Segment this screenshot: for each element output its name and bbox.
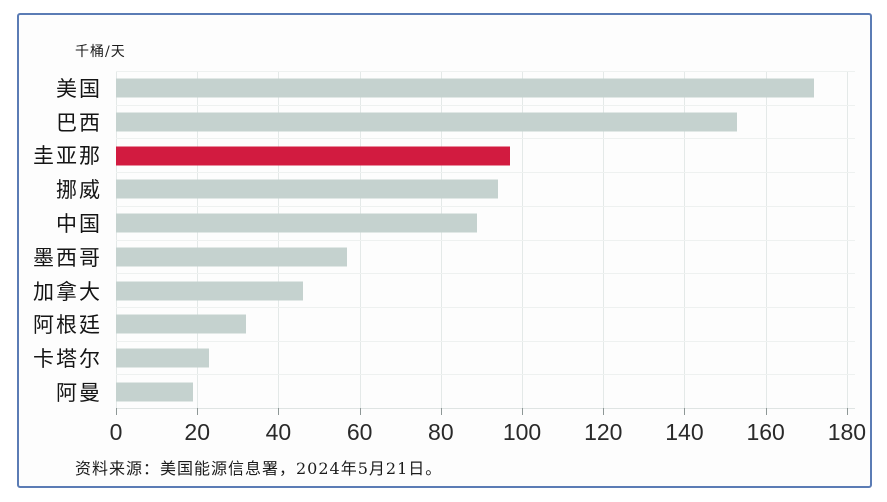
category-label: 中国 <box>56 212 102 237</box>
x-axis-tick <box>116 408 117 415</box>
x-axis-tick-label: 140 <box>665 419 704 445</box>
bar-row <box>116 340 855 375</box>
bar-row <box>116 239 855 274</box>
axis-unit-label: 千桶/天 <box>75 44 126 60</box>
x-axis-tick <box>603 408 605 415</box>
category-label: 卡塔尔 <box>33 347 102 372</box>
bar-row <box>116 71 855 105</box>
x-axis-tick <box>278 408 280 415</box>
bar-row <box>116 374 855 408</box>
x-axis-tick <box>846 408 848 415</box>
bar-row <box>116 104 855 139</box>
vertical-gridline <box>359 71 361 408</box>
chart-frame: 千桶/天 美国巴西圭亚那挪威中国墨西哥加拿大阿根廷卡塔尔阿曼 0 20 40 60 80… <box>17 13 872 488</box>
x-axis-tick-label: 20 <box>184 419 210 445</box>
source-note: 资料来源：美国能源信息署，2024年5月21日。 <box>75 459 443 478</box>
category-label-row: 圭亚那 <box>19 139 111 173</box>
bar-row <box>116 172 855 206</box>
category-label: 挪威 <box>56 178 102 203</box>
vertical-gridline <box>440 71 442 408</box>
bar <box>116 213 478 233</box>
bar-row <box>116 306 855 341</box>
x-axis-tick-labels: 0 20 40 60 80 100 120 140 160 180 <box>110 419 866 449</box>
category-label: 巴西 <box>56 110 102 135</box>
x-axis-tick-label: 80 <box>428 419 454 445</box>
bar-row <box>116 138 855 172</box>
category-label-row: 挪威 <box>19 172 111 206</box>
x-axis-tick <box>522 408 524 415</box>
bar-rows <box>116 71 855 408</box>
bar <box>116 78 815 98</box>
category-axis: 美国巴西圭亚那挪威中国墨西哥加拿大阿根廷卡塔尔阿曼 <box>19 71 111 409</box>
category-label: 阿根廷 <box>33 313 102 338</box>
bar-row <box>116 205 855 240</box>
vertical-gridline <box>684 71 686 408</box>
vertical-gridline <box>278 71 280 408</box>
x-axis-tick-label: 0 <box>109 419 123 445</box>
x-axis-tick-label: 100 <box>502 419 542 445</box>
vertical-gridline <box>603 71 605 408</box>
bar <box>116 247 348 267</box>
x-axis-tick <box>197 408 199 415</box>
bar <box>116 112 738 132</box>
x-axis-tick <box>359 408 361 415</box>
category-label-row: 墨西哥 <box>19 240 111 274</box>
x-axis-tick <box>765 408 767 415</box>
x-axis-tick-label: 160 <box>746 419 785 445</box>
bar <box>116 281 303 301</box>
vertical-gridline <box>765 71 767 408</box>
x-axis-tick-label: 120 <box>584 419 623 445</box>
category-label: 圭亚那 <box>33 144 102 169</box>
vertical-gridline <box>846 71 848 408</box>
vertical-gridline <box>522 71 524 408</box>
x-axis-tick-label: 60 <box>346 419 373 445</box>
bar <box>116 382 194 402</box>
bar <box>116 348 210 368</box>
category-label-row: 美国 <box>19 71 111 105</box>
category-label: 美国 <box>56 76 102 101</box>
category-label: 墨西哥 <box>33 245 102 270</box>
x-axis-tick <box>440 408 442 415</box>
category-label: 阿曼 <box>56 381 102 406</box>
category-label-row: 卡塔尔 <box>19 341 111 375</box>
bar-row <box>116 273 855 307</box>
bar <box>116 314 246 334</box>
category-label-row: 阿曼 <box>19 375 111 409</box>
category-label-row: 加拿大 <box>19 274 111 308</box>
x-axis-tick-label: 40 <box>265 419 292 445</box>
x-axis-tick-label: 180 <box>827 419 867 445</box>
vertical-gridline <box>197 71 199 408</box>
plot-area <box>116 71 855 415</box>
x-axis-tick <box>684 408 686 415</box>
highlighted-bar <box>116 146 510 166</box>
category-label-row: 阿根廷 <box>19 308 111 342</box>
category-label-row: 巴西 <box>19 105 111 139</box>
vertical-gridline <box>116 71 117 408</box>
category-label: 加拿大 <box>33 279 102 304</box>
bar <box>116 179 498 199</box>
category-label-row: 中国 <box>19 206 111 240</box>
